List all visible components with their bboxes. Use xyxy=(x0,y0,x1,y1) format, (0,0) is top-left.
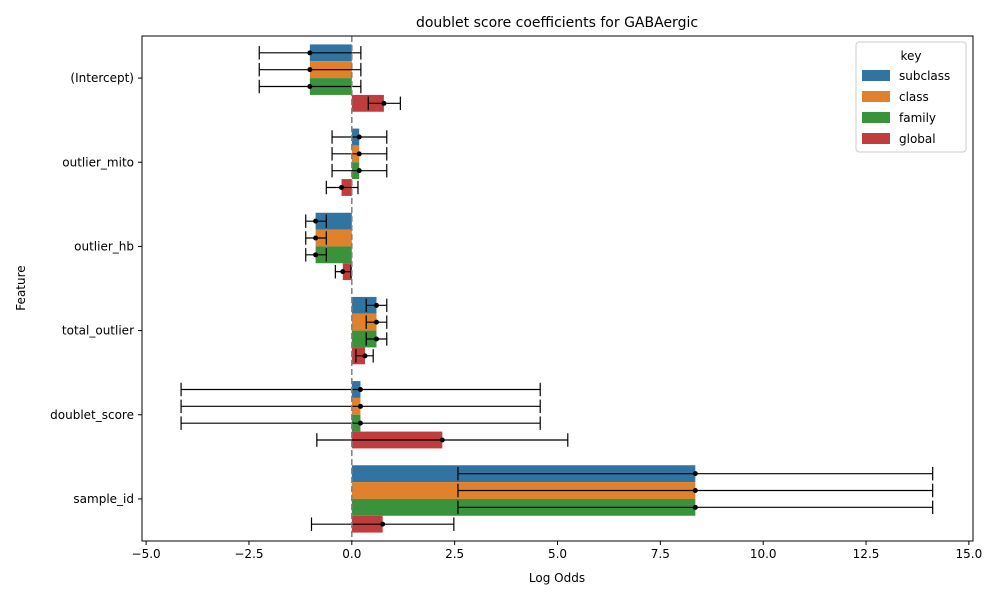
bar-family-outlier_hb xyxy=(315,246,352,264)
legend-box xyxy=(855,41,967,153)
point-class-sample_id xyxy=(692,488,698,493)
x-tick-label: 7.5 xyxy=(651,547,670,561)
point-subclass-(Intercept) xyxy=(307,50,313,56)
point-subclass-outlier_mito xyxy=(356,134,362,140)
point-family-(Intercept) xyxy=(307,84,313,89)
y-axis: (Intercept) outlier_mito outlier_hb total_o… xyxy=(50,71,142,506)
legend-label-subclass: subclass xyxy=(899,69,950,83)
x-tick-label: 12.5 xyxy=(853,547,880,561)
legend-swatch-class xyxy=(862,91,890,102)
point-subclass-doublet_score xyxy=(357,387,363,392)
y-tick-label: outlier_hb xyxy=(74,239,134,253)
bar-subclass-total_outlier xyxy=(351,296,377,314)
point-class-(Intercept) xyxy=(307,67,313,73)
bar-family-total_outlier xyxy=(351,330,377,348)
y-tick-label: doublet_score xyxy=(50,408,134,422)
y-tick-label: sample_id xyxy=(73,492,134,506)
x-tick-label: 5.0 xyxy=(548,547,567,561)
bars-layer xyxy=(309,44,696,533)
point-global-(Intercept) xyxy=(381,100,387,106)
x-tick-label: −2.5 xyxy=(234,547,263,561)
y-axis-title: Feature xyxy=(14,265,28,310)
point-class-outlier_hb xyxy=(313,235,319,241)
legend-title: key xyxy=(900,49,921,63)
bar-class-total_outlier xyxy=(351,313,377,331)
legend-label-global: global xyxy=(899,132,936,146)
x-tick-label: −5.0 xyxy=(132,547,161,561)
chart-title: doublet score coefficients for GABAergic xyxy=(416,15,698,31)
point-family-sample_id xyxy=(692,504,698,510)
error-bars-layer xyxy=(180,46,934,531)
x-axis-title: Log Odds xyxy=(529,571,585,585)
point-class-outlier_mito xyxy=(356,151,362,157)
x-tick-label: 10.0 xyxy=(750,547,777,561)
y-tick-label: (Intercept) xyxy=(70,71,134,85)
point-class-total_outlier xyxy=(373,319,379,325)
legend-swatch-family xyxy=(862,112,890,123)
legend-swatch-global xyxy=(862,133,890,144)
legend: key subclass class family global xyxy=(855,41,967,153)
y-tick-label: outlier_mito xyxy=(62,155,134,169)
legend-swatch-subclass xyxy=(862,70,890,81)
x-tick-label: 0.0 xyxy=(342,547,361,561)
point-global-sample_id xyxy=(380,521,386,527)
point-family-total_outlier xyxy=(373,336,379,342)
point-family-doublet_score xyxy=(357,420,363,426)
x-axis: −5.0 −2.5 0.0 2.5 5.0 7.5 10.0 12.5 15.0 xyxy=(132,541,983,561)
point-family-outlier_mito xyxy=(356,168,362,174)
point-subclass-total_outlier xyxy=(373,302,379,308)
point-global-outlier_hb xyxy=(340,269,346,275)
point-family-outlier_hb xyxy=(313,252,319,258)
point-global-doublet_score xyxy=(439,437,445,443)
point-subclass-sample_id xyxy=(692,471,698,477)
bar-subclass-outlier_hb xyxy=(315,212,352,230)
legend-items: subclass class family global xyxy=(862,69,950,146)
y-tick-label: total_outlier xyxy=(62,324,134,338)
point-subclass-outlier_hb xyxy=(313,218,319,224)
x-tick-label: 2.5 xyxy=(445,547,464,561)
legend-label-class: class xyxy=(899,90,929,104)
point-global-total_outlier xyxy=(362,353,368,359)
point-class-doublet_score xyxy=(357,403,363,409)
point-global-outlier_mito xyxy=(339,185,345,190)
x-tick-label: 15.0 xyxy=(956,547,983,561)
legend-label-family: family xyxy=(899,111,936,125)
bar-class-outlier_hb xyxy=(315,229,352,247)
